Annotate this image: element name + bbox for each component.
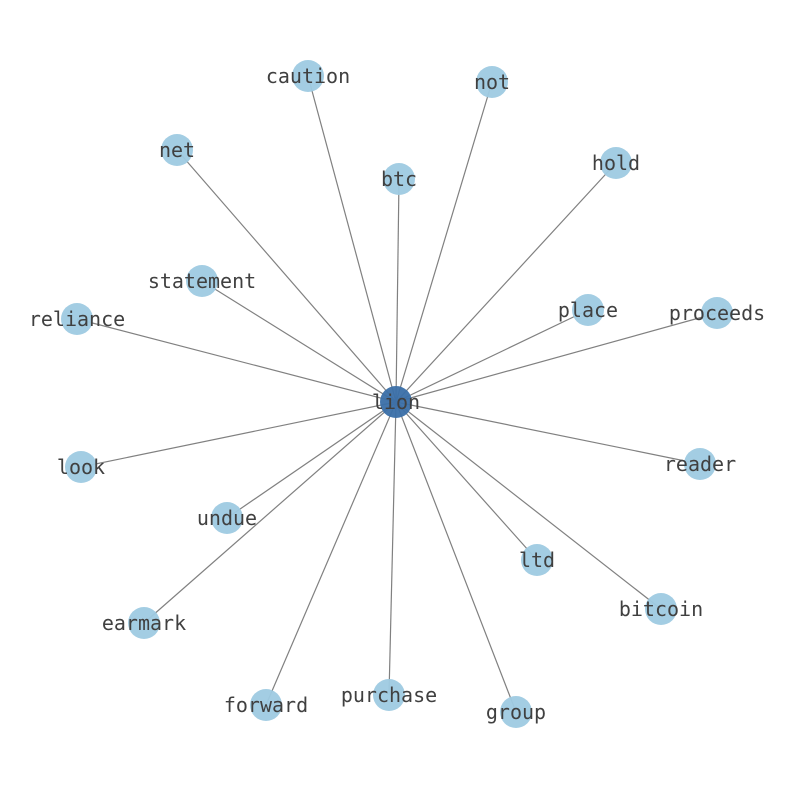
node-label-group: group	[486, 700, 546, 724]
nodes	[61, 60, 733, 728]
node-label-look: look	[57, 455, 105, 479]
node-lion[interactable]	[380, 386, 412, 418]
edge-lion-place	[395, 309, 589, 403]
edge-lion-bitcoin	[395, 401, 662, 610]
edge-lion-statement	[201, 280, 397, 403]
node-label-purchase: purchase	[341, 683, 437, 707]
node-btc[interactable]	[383, 163, 415, 195]
node-forward[interactable]	[250, 689, 282, 721]
node-label-btc: btc	[381, 167, 417, 191]
node-look[interactable]	[65, 451, 97, 483]
node-group[interactable]	[500, 696, 532, 728]
edge-lion-forward	[265, 401, 397, 706]
node-hold[interactable]	[600, 147, 632, 179]
node-label-undue: undue	[197, 506, 257, 530]
node-reliance[interactable]	[61, 303, 93, 335]
node-statement[interactable]	[186, 265, 218, 297]
node-label-hold: hold	[592, 151, 640, 175]
edge-lion-ltd	[395, 401, 538, 561]
edge-lion-undue	[226, 401, 397, 519]
edge-lion-group	[395, 401, 517, 713]
node-proceeds[interactable]	[701, 297, 733, 329]
edges	[76, 75, 718, 713]
edge-lion-reader	[395, 401, 701, 465]
edge-lion-look	[80, 401, 397, 468]
node-label-net: net	[159, 138, 195, 162]
node-label-bitcoin: bitcoin	[619, 597, 703, 621]
edge-lion-net	[176, 149, 397, 403]
edge-lion-earmark	[143, 401, 397, 624]
node-net[interactable]	[161, 134, 193, 166]
edge-lion-not	[395, 81, 493, 403]
edge-lion-btc	[395, 178, 400, 403]
edge-lion-caution	[307, 75, 397, 403]
labels: caution not net btc hold statement reliance pla…	[29, 64, 765, 724]
node-label-lion: lion	[372, 390, 420, 414]
node-label-place: place	[558, 298, 618, 322]
node-earmark[interactable]	[128, 607, 160, 639]
node-reader[interactable]	[684, 448, 716, 480]
node-undue[interactable]	[211, 502, 243, 534]
node-ltd[interactable]	[521, 544, 553, 576]
edge-lion-proceeds	[395, 312, 718, 403]
node-label-forward: forward	[224, 693, 308, 717]
edge-lion-reliance	[76, 318, 397, 403]
node-label-caution: caution	[266, 64, 350, 88]
edge-lion-purchase	[388, 401, 397, 696]
node-label-statement: statement	[148, 269, 256, 293]
node-label-reader: reader	[664, 452, 736, 476]
node-caution[interactable]	[292, 60, 324, 92]
node-label-not: not	[474, 70, 510, 94]
edge-lion-hold	[395, 162, 617, 403]
node-label-ltd: ltd	[519, 548, 555, 572]
node-purchase[interactable]	[373, 679, 405, 711]
node-label-proceeds: proceeds	[669, 301, 765, 325]
node-label-reliance: reliance	[29, 307, 125, 331]
node-not[interactable]	[476, 66, 508, 98]
node-bitcoin[interactable]	[645, 593, 677, 625]
node-place[interactable]	[572, 294, 604, 326]
node-label-earmark: earmark	[102, 611, 186, 635]
